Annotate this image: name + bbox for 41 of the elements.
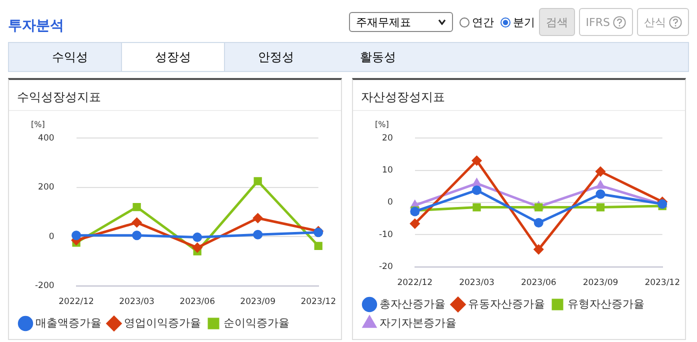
chart-title: 자산성장성지표: [353, 80, 685, 111]
x-tick-label: 2023/09: [582, 278, 618, 288]
legend-label: 총자산증가율: [380, 297, 446, 310]
y-tick-label: 400: [38, 133, 54, 144]
y-tick-label: -20: [378, 262, 393, 272]
text: 연간: [472, 14, 494, 30]
text: 활동성: [359, 49, 397, 66]
y-tick-label: -200: [34, 281, 54, 292]
x-tick-label: 2023/03: [459, 278, 494, 288]
x-tick-label: 2023/12: [644, 278, 680, 288]
y-tick-label: 200: [38, 182, 54, 193]
x-tick-label: 2022/12: [58, 297, 94, 308]
text: 검색: [538, 8, 575, 36]
legend-label: 자기자본증가율: [380, 316, 456, 330]
x-tick-label: 2022/12: [397, 278, 433, 288]
legend-label: 유동자산증가율: [468, 297, 545, 310]
legend-label: 매출액증가율: [36, 316, 102, 330]
text: 안정성: [257, 49, 295, 66]
x-tick-label: 2023/06: [520, 278, 556, 288]
y-tick-label: 20: [382, 133, 393, 144]
text: IFRS: [578, 8, 633, 36]
legend-label: 유형자산증가율: [568, 297, 644, 310]
x-tick-label: 2023/06: [180, 297, 215, 308]
text: 분기: [512, 14, 535, 30]
text: 성장성: [121, 43, 225, 71]
y-tick-label: 10: [382, 165, 393, 176]
y-axis-title: [%]: [375, 120, 389, 130]
x-tick-label: 2023/12: [300, 297, 336, 308]
x-tick-label: 2023/09: [240, 297, 276, 308]
chart-title: 수익성장성지표: [9, 80, 341, 111]
y-tick-label: 0: [387, 198, 393, 208]
legend-label: 순이익증가율: [224, 316, 290, 330]
text: 산식: [637, 8, 689, 36]
legend-label: 영업이익증가율: [124, 316, 201, 330]
y-tick-label: 0: [48, 232, 54, 242]
text: 투자분석: [8, 17, 65, 35]
text: 수익성: [51, 49, 89, 66]
text: 주재무제표: [356, 14, 411, 30]
x-tick-label: 2023/03: [119, 297, 154, 308]
y-tick-label: -10: [378, 230, 393, 240]
y-axis-title: [%]: [31, 120, 45, 130]
